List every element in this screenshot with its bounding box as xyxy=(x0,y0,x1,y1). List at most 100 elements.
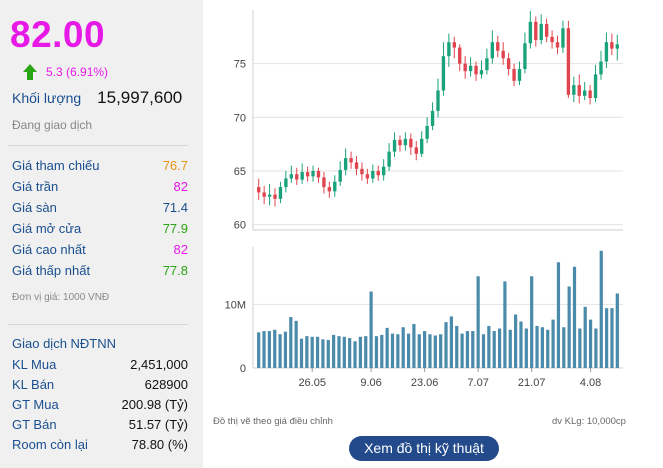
foreign-row: GT Bán 51.57 (Tỷ) xyxy=(12,415,188,435)
foreign-row: KL Mua 2,451,000 xyxy=(12,355,188,375)
candle-body xyxy=(588,90,592,98)
candle-body xyxy=(447,42,451,57)
candle-body xyxy=(599,61,603,75)
volume-bar xyxy=(508,329,512,368)
volume-bar xyxy=(406,333,411,368)
candle-body xyxy=(506,58,511,70)
candle-body xyxy=(615,44,619,49)
candle-body xyxy=(610,42,614,49)
price-row-label: Giá mở cửa xyxy=(12,221,82,236)
volume-bar xyxy=(273,329,277,368)
volume-bar xyxy=(337,336,341,368)
candle-body xyxy=(420,138,424,154)
foreign-row-value: 200.98 (Tỷ) xyxy=(121,397,188,412)
volume-bar xyxy=(369,291,373,368)
candle-body xyxy=(327,187,332,192)
candle-body xyxy=(550,36,554,43)
foreign-row-label: Room còn lại xyxy=(12,437,88,452)
foreign-row-value: 78.80 (%) xyxy=(131,437,188,452)
price-row-value: 82 xyxy=(173,179,188,194)
volume-y-tick-label: 0 xyxy=(240,363,246,375)
volume-bar xyxy=(348,338,352,368)
price-row: Giá thấp nhất 77.8 xyxy=(12,260,188,281)
volume-bar xyxy=(283,331,288,368)
candle-body xyxy=(523,43,527,70)
candle-body xyxy=(561,28,565,48)
volume-bar xyxy=(514,314,518,368)
price-row: Giá sàn 71.4 xyxy=(12,197,188,218)
volume-bar xyxy=(385,327,389,368)
foreign-row: KL Bán 628900 xyxy=(12,375,188,395)
volume-bar xyxy=(578,328,582,368)
volume-bar xyxy=(444,322,448,368)
price-y-tick-label: 75 xyxy=(234,59,246,71)
price-candlestick-chart: 60 65 70 75 xyxy=(234,10,623,232)
volume-value: 15,997,600 xyxy=(97,88,183,107)
current-price: 82.00 xyxy=(10,14,106,55)
price-row: Giá tham chiếu 76.7 xyxy=(12,155,188,176)
candle-body xyxy=(365,174,370,179)
volume-bar xyxy=(583,306,587,368)
volume-bar xyxy=(262,331,266,368)
candle-body xyxy=(409,138,413,148)
volume-bar xyxy=(465,331,470,368)
volume-bar xyxy=(326,339,330,368)
candle-body xyxy=(458,47,462,64)
candle-body xyxy=(593,74,598,98)
candle-body xyxy=(604,42,609,62)
price-row: Giá mở cửa 77.9 xyxy=(12,218,188,239)
volume-bar xyxy=(524,328,528,368)
view-technical-chart-button[interactable]: Xem đồ thị kỹ thuật xyxy=(349,436,499,461)
candle-body xyxy=(273,194,277,199)
candle-body xyxy=(257,187,261,193)
volume-row: Khối lượng 15,997,600 xyxy=(12,88,197,108)
volume-bar xyxy=(599,250,603,368)
candle-body xyxy=(572,85,576,95)
volume-bar xyxy=(289,317,293,368)
candle-body xyxy=(517,69,522,81)
candle-body xyxy=(463,63,467,72)
candle-body xyxy=(300,172,304,180)
price-y-tick-label: 65 xyxy=(234,166,246,178)
candle-body xyxy=(387,151,391,167)
volume-bar xyxy=(374,336,379,368)
volume-bar xyxy=(487,325,491,368)
volume-bar xyxy=(519,321,523,368)
x-tick-label: 23.06 xyxy=(411,377,439,389)
foreign-row-label: KL Bán xyxy=(12,377,55,392)
volume-label: Khối lượng xyxy=(12,90,82,106)
candle-body xyxy=(371,170,375,179)
price-y-tick-label: 70 xyxy=(234,112,246,124)
candle-body xyxy=(398,139,402,146)
volume-bar xyxy=(390,333,395,368)
candle-body xyxy=(474,65,478,75)
candle-body xyxy=(284,178,288,188)
x-tick-label: 26.05 xyxy=(298,377,326,389)
candle-body xyxy=(452,42,456,48)
candle-body xyxy=(343,158,348,170)
divider xyxy=(8,145,188,146)
candle-body xyxy=(583,90,587,96)
volume-bar xyxy=(353,341,357,368)
volume-bar xyxy=(615,293,619,368)
x-tick-label: 7.07 xyxy=(467,377,488,389)
candle-body xyxy=(436,90,440,111)
volume-bar xyxy=(401,327,405,368)
volume-bar xyxy=(294,320,298,368)
candle-body xyxy=(528,21,533,44)
volume-bar xyxy=(332,334,336,368)
volume-bar xyxy=(567,286,571,368)
candle-body xyxy=(512,69,516,81)
candle-body xyxy=(267,194,272,197)
price-row: Giá cao nhất 82 xyxy=(12,239,188,260)
candle-body xyxy=(430,110,435,126)
candle-body xyxy=(403,138,408,146)
price-row-label: Giá trần xyxy=(12,179,59,194)
price-row-label: Giá tham chiếu xyxy=(12,158,100,173)
candle-body xyxy=(414,147,418,154)
volume-bar xyxy=(315,336,320,368)
volume-bar xyxy=(455,325,459,368)
foreign-row: Room còn lại 78.80 (%) xyxy=(12,435,188,455)
candle-body xyxy=(316,170,321,178)
candle-body xyxy=(360,168,364,175)
